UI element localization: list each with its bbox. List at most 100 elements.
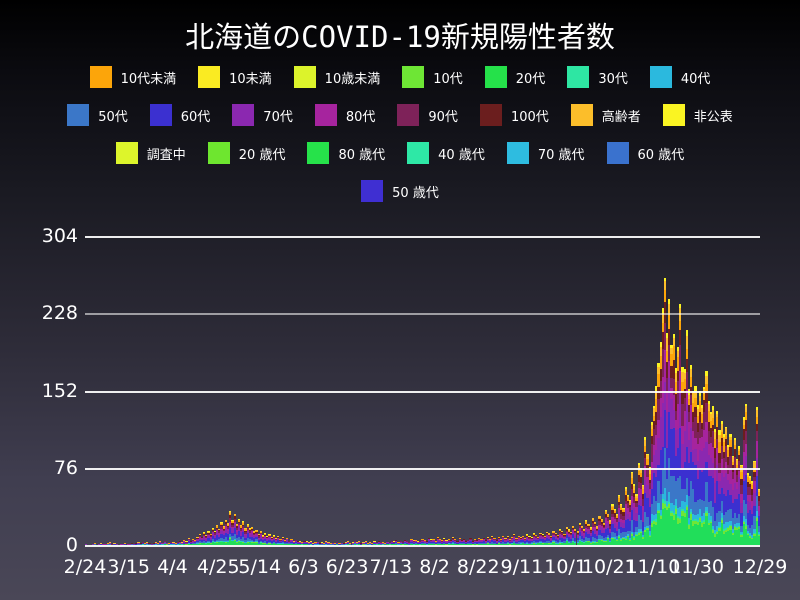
bar-segment bbox=[482, 543, 485, 545]
bar-column bbox=[735, 445, 739, 545]
bar-segment bbox=[598, 534, 601, 539]
legend-item[interactable]: 50 歳代 bbox=[361, 180, 439, 202]
legend-item[interactable]: 40代 bbox=[649, 66, 710, 88]
bar-segment bbox=[183, 541, 186, 543]
bar-segment bbox=[548, 536, 551, 538]
bar-segment bbox=[458, 544, 461, 545]
bar-segment bbox=[683, 411, 686, 432]
bar-segment bbox=[655, 519, 658, 523]
bar-column bbox=[259, 529, 262, 545]
bar-segment bbox=[701, 437, 704, 451]
bar-segment bbox=[692, 412, 695, 423]
bar-segment bbox=[644, 437, 647, 440]
bar-column bbox=[530, 536, 533, 545]
bar-segment bbox=[187, 540, 190, 542]
bar-segment bbox=[744, 504, 747, 519]
legend-item[interactable]: 調査中 bbox=[115, 142, 186, 164]
bar-column bbox=[224, 515, 227, 545]
legend-item[interactable]: 20代 bbox=[484, 66, 545, 88]
legend-color-swatch bbox=[407, 142, 430, 164]
bar-segment bbox=[296, 544, 300, 545]
gridline bbox=[85, 236, 760, 238]
bar-segment bbox=[559, 535, 562, 539]
legend-item[interactable]: 70 歳代 bbox=[506, 142, 585, 164]
bar-column bbox=[351, 542, 354, 545]
legend-item[interactable]: 80代 bbox=[314, 104, 375, 126]
legend-item[interactable]: 10代未満 bbox=[89, 66, 176, 88]
bar-segment bbox=[718, 531, 721, 545]
bar-segment bbox=[746, 533, 750, 535]
bar-segment bbox=[624, 539, 627, 545]
bar-segment bbox=[226, 542, 230, 545]
legend-item-label: 80 歳代 bbox=[338, 147, 386, 163]
bar-segment bbox=[722, 524, 726, 530]
bar-segment bbox=[229, 518, 232, 523]
bar-segment bbox=[545, 543, 549, 545]
legend-item[interactable]: 60 歳代 bbox=[606, 142, 684, 164]
bar-segment bbox=[272, 541, 276, 543]
legend-item-label: 50 歳代 bbox=[392, 185, 439, 201]
bar-segment bbox=[226, 523, 230, 525]
bar-segment bbox=[220, 537, 223, 541]
bar-segment bbox=[600, 523, 603, 526]
bar-segment bbox=[751, 539, 754, 545]
bar-segment bbox=[735, 528, 739, 530]
bar-segment bbox=[727, 522, 730, 527]
legend-item[interactable]: 20 歳代 bbox=[207, 142, 285, 164]
legend-item[interactable]: 80 歳代 bbox=[307, 142, 385, 164]
bar-segment bbox=[237, 519, 241, 521]
bar-segment bbox=[524, 541, 527, 543]
legend-item[interactable]: 10代 bbox=[402, 66, 463, 88]
bar-segment bbox=[589, 534, 592, 537]
legend-item[interactable]: 30代 bbox=[567, 66, 628, 88]
bar-segment bbox=[517, 537, 520, 539]
legend-item-label: 高齢者 bbox=[601, 109, 641, 125]
bar-segment bbox=[294, 543, 297, 545]
bar-segment bbox=[718, 434, 721, 442]
legend-item[interactable]: 10歳未満 bbox=[293, 66, 380, 88]
bar-segment bbox=[600, 539, 603, 540]
bar-segment bbox=[611, 510, 614, 515]
bar-segment bbox=[205, 543, 208, 545]
legend-item[interactable]: 50代 bbox=[67, 104, 128, 126]
legend-item[interactable]: 60代 bbox=[149, 104, 210, 126]
legend-item[interactable]: 40 歳代 bbox=[407, 142, 485, 164]
legend-item[interactable]: 70代 bbox=[232, 104, 293, 126]
bar-segment bbox=[465, 544, 468, 545]
bar-segment bbox=[644, 466, 647, 480]
bar-column bbox=[528, 535, 531, 545]
bar-segment bbox=[707, 524, 710, 545]
bar-segment bbox=[600, 525, 603, 528]
bar-segment bbox=[425, 542, 428, 545]
bar-column bbox=[698, 362, 701, 545]
legend-item[interactable]: 90代 bbox=[397, 104, 458, 126]
bar-segment bbox=[707, 410, 710, 422]
bar-segment bbox=[714, 521, 717, 531]
legend-item[interactable]: 高齢者 bbox=[570, 104, 641, 126]
bar-segment bbox=[626, 503, 629, 509]
bar-segment bbox=[666, 505, 669, 507]
bar-segment bbox=[727, 473, 730, 480]
bar-segment bbox=[410, 540, 413, 542]
bar-segment bbox=[506, 537, 509, 539]
bar-segment bbox=[224, 523, 227, 527]
bar-segment bbox=[733, 457, 736, 470]
bar-segment bbox=[696, 513, 699, 520]
legend-item[interactable]: 100代 bbox=[479, 104, 549, 126]
bar-segment bbox=[539, 536, 542, 538]
bar-segment bbox=[242, 532, 245, 538]
bar-column bbox=[707, 374, 710, 545]
bar-segment bbox=[685, 494, 688, 505]
bar-segment bbox=[633, 502, 636, 508]
bar-segment bbox=[753, 506, 756, 516]
bar-segment bbox=[639, 531, 643, 532]
legend-item[interactable]: 非公表 bbox=[662, 104, 733, 126]
bar-segment bbox=[703, 520, 706, 522]
y-axis-tick: 76 bbox=[53, 456, 78, 479]
bar-segment bbox=[722, 434, 726, 438]
bar-segment bbox=[742, 465, 745, 481]
bar-segment bbox=[718, 462, 721, 473]
legend-item[interactable]: 10未満 bbox=[198, 66, 272, 88]
bar-segment bbox=[587, 538, 590, 541]
bar-segment bbox=[270, 538, 273, 540]
